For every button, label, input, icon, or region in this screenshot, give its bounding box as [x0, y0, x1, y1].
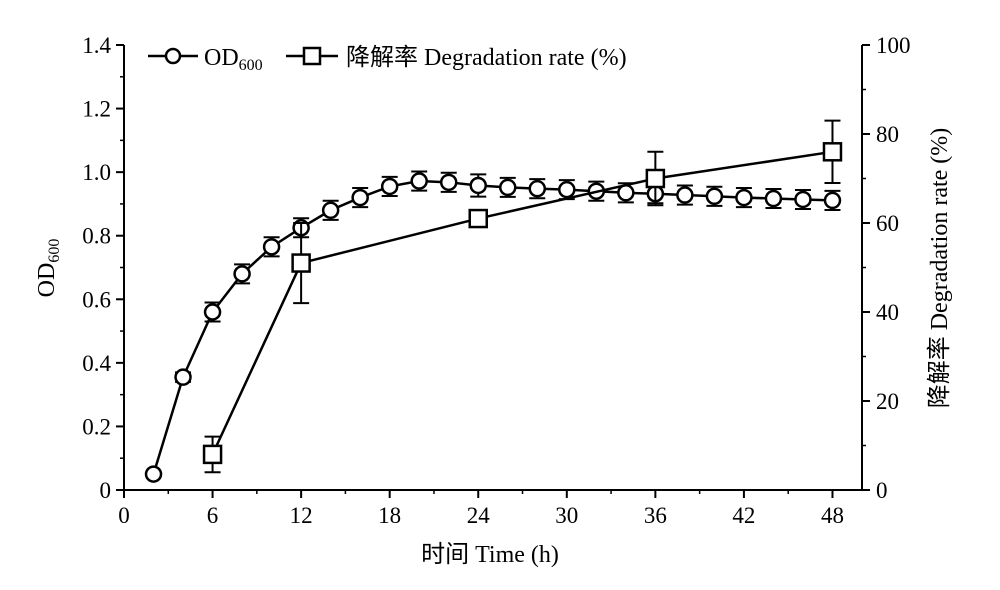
x-tick-label: 48: [821, 503, 844, 528]
x-tick-label: 36: [644, 503, 667, 528]
ticks: 0 6 12 18 24 30 36 42 48 0 0.2 0.4 0.6 0.8 1.0 1.2 1.4 0 2…: [82, 33, 910, 528]
y-axis-right-title: 降解率 Degradation rate (%): [926, 128, 953, 409]
data-point: [735, 188, 753, 207]
data-point: [351, 188, 369, 207]
data-point: [321, 201, 340, 220]
legend-rate-label: 降解率 Degradation rate (%): [346, 44, 627, 71]
data-point: [174, 368, 192, 386]
y-right-tick-label: 80: [876, 122, 899, 147]
data-point: [233, 265, 251, 283]
data-point: [439, 173, 458, 192]
data-point: [291, 253, 311, 273]
y-axis-left-title-main: OD: [34, 263, 60, 298]
legend-od-label: OD600: [204, 45, 263, 74]
y-left-tick-label: 0.8: [82, 224, 111, 249]
y-left-tick-label: 1.4: [82, 33, 111, 58]
x-tick-label: 30: [555, 503, 578, 528]
data-point: [468, 208, 488, 229]
data-point: [676, 186, 694, 204]
data-point: [262, 238, 281, 256]
legend-od-label-main: OD: [204, 45, 239, 71]
y-left-tick-label: 0: [100, 478, 112, 503]
data-point: [380, 177, 399, 196]
y-right-tick-label: 100: [876, 33, 911, 58]
x-tick-label: 6: [207, 503, 219, 528]
y-axis-left-title-sub: 600: [46, 239, 63, 263]
axes: [123, 45, 863, 491]
x-tick-label: 42: [732, 503, 755, 528]
data-point: [528, 179, 547, 198]
series-layer: [144, 119, 843, 483]
y-left-tick-label: 0.4: [82, 351, 111, 376]
data-point: [469, 176, 487, 195]
series-line: [152, 179, 833, 475]
data-point: [410, 172, 428, 190]
legend: OD600 降解率 Degradation rate (%): [148, 44, 627, 74]
data-point: [144, 465, 163, 483]
x-tick-label: 12: [290, 503, 313, 528]
y-axis-left-title: OD600: [34, 239, 63, 298]
x-tick-label: 18: [378, 503, 401, 528]
data-point: [558, 180, 576, 199]
series-degradation-rate: [202, 119, 843, 474]
legend-od-marker: [164, 47, 182, 65]
y-left-tick-label: 0.6: [82, 287, 111, 312]
data-point: [823, 191, 842, 210]
y-right-tick-label: 60: [876, 211, 899, 236]
y-right-tick-label: 40: [876, 300, 899, 325]
data-point: [764, 189, 783, 208]
data-point: [645, 168, 666, 189]
legend-rate-marker: [302, 46, 322, 66]
x-tick-label: 24: [467, 503, 491, 528]
data-point: [705, 187, 724, 206]
series-od600: [144, 170, 842, 483]
y-left-tick-label: 0.2: [82, 414, 111, 439]
data-point: [794, 190, 812, 209]
data-point: [499, 178, 517, 197]
x-tick-label: 0: [118, 503, 130, 528]
data-point: [203, 303, 222, 321]
y-right-tick-label: 20: [876, 389, 899, 414]
y-right-tick-label: 0: [876, 478, 888, 503]
data-point: [202, 444, 223, 465]
y-left-tick-label: 1.2: [82, 97, 111, 122]
legend-od-label-sub: 600: [239, 57, 263, 74]
data-point: [822, 142, 843, 162]
x-axis-title: 时间 Time (h): [421, 541, 559, 568]
y-left-tick-label: 1.0: [82, 160, 111, 185]
